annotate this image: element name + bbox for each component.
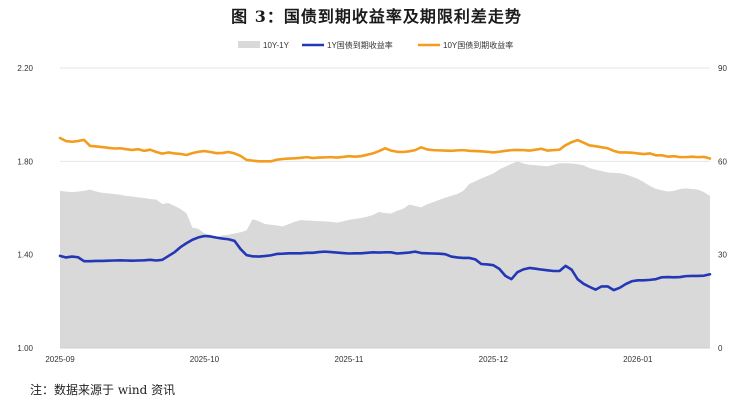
left-axis-tick-label: 2.20 [17, 64, 33, 73]
line-series-10y-yield [58, 136, 712, 163]
source-note: 注：数据来源于 wind 资讯 [30, 383, 176, 397]
right-axis-tick-label: 60 [718, 157, 727, 166]
line-series-1y-yield [58, 234, 712, 292]
x-axis-tick-label: 2025-10 [190, 355, 220, 364]
right-axis-tick-label: 30 [718, 251, 727, 260]
area-series-10y-1y [60, 161, 710, 348]
legend-label: 10Y国债到期收益率 [443, 40, 513, 50]
x-axis-tick-label: 2025-11 [335, 355, 364, 364]
x-axis-tick-label: 2026-01 [623, 355, 653, 364]
right-axis-tick-label: 90 [718, 64, 727, 73]
x-axis-tick-label: 2025-12 [479, 355, 509, 364]
axes: 1.00 0 1.40 30 1.80 60 2.20 90 2025-09 2025-10 202… [17, 64, 727, 364]
left-axis-tick-label: 1.00 [17, 344, 33, 353]
left-axis-tick-label: 1.80 [17, 157, 33, 166]
right-axis-tick-label: 0 [718, 344, 723, 353]
legend: 10Y-1Y 1Y国债到期收益率 10Y国债到期收益率 [238, 40, 513, 50]
x-axis-tick-label: 2025-09 [45, 355, 75, 364]
area-series-layer [60, 161, 710, 348]
left-axis-tick-label: 1.40 [17, 251, 33, 260]
chart-title: 图 3：国债到期收益率及期限利差走势 [231, 7, 522, 26]
line-series-layer [58, 136, 712, 292]
legend-label: 10Y-1Y [263, 41, 290, 50]
legend-label: 1Y国债到期收益率 [327, 40, 393, 50]
legend-swatch-10y-1y [238, 41, 260, 48]
